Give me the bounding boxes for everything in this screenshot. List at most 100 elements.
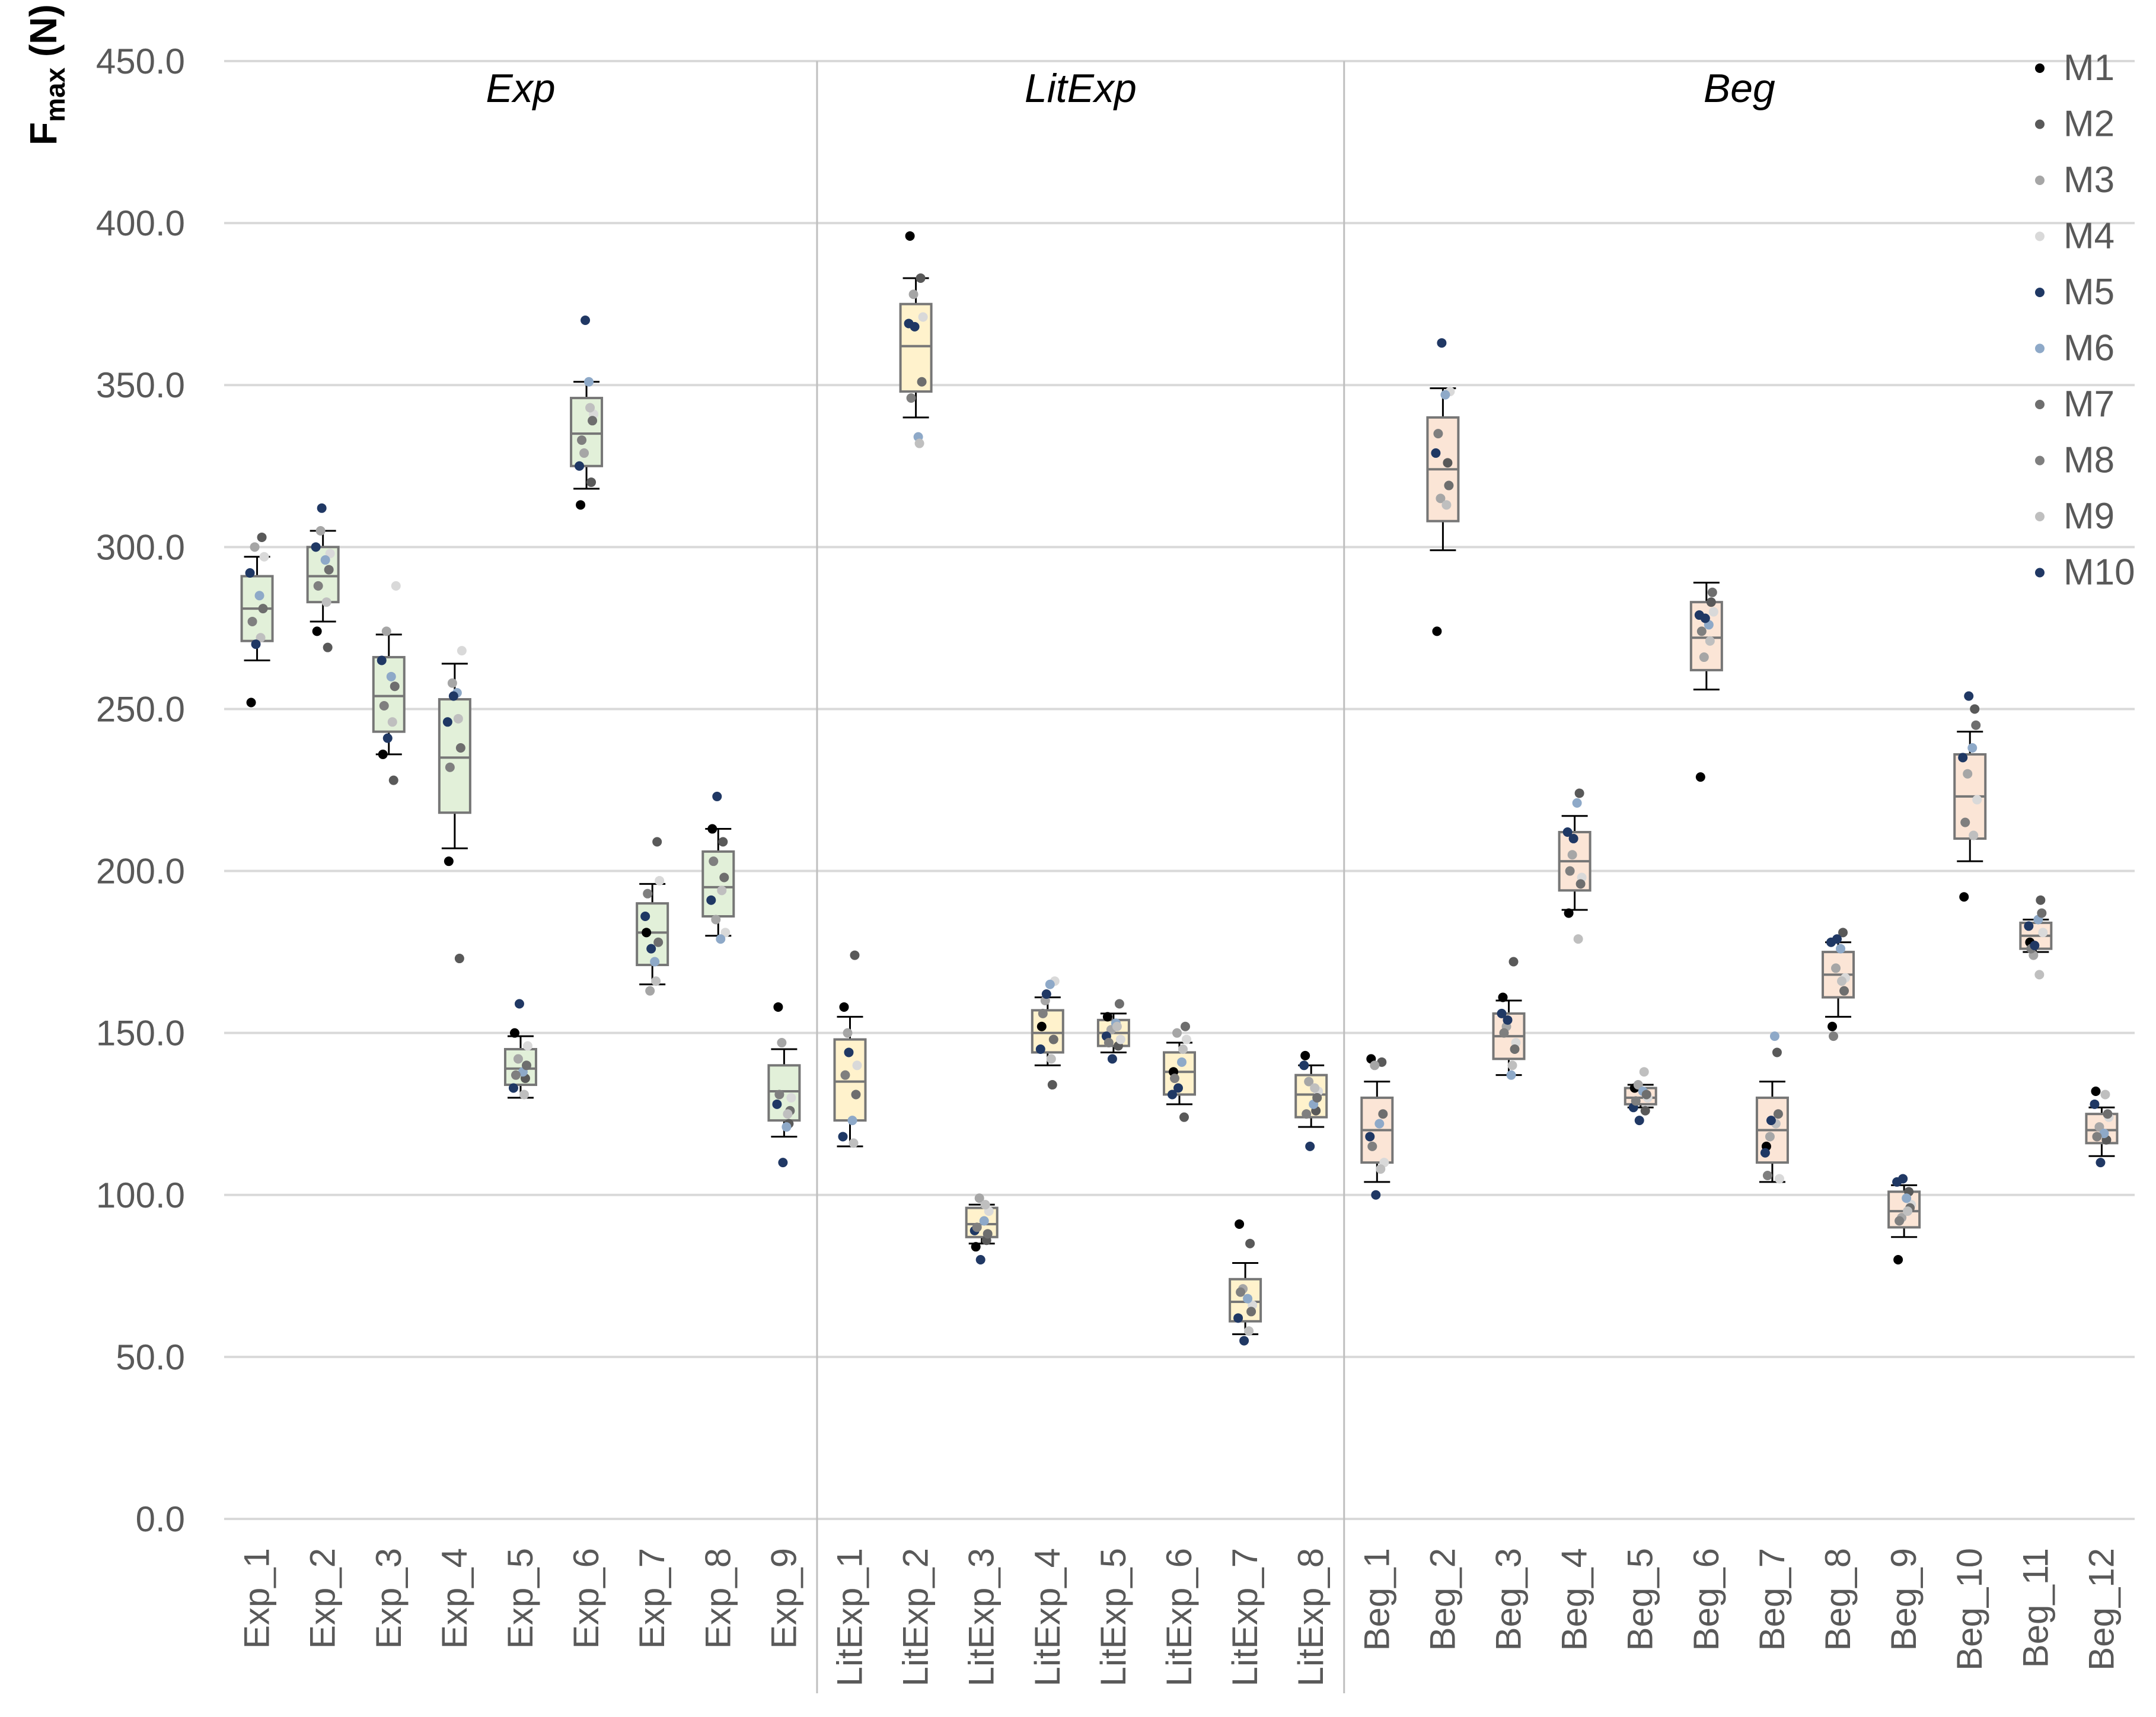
point-exp-1-m7	[258, 604, 268, 614]
box-beg-4	[1558, 788, 1592, 944]
point-exp-3-m4	[391, 581, 401, 591]
point-beg-2-m10	[1437, 338, 1447, 348]
y-tick-label-0: 0.0	[136, 1499, 185, 1539]
category-label-beg-1: Beg_1	[1357, 1548, 1396, 1651]
point-litexp-2-m7	[917, 377, 927, 387]
legend-item-m10: M10	[2035, 552, 2135, 593]
point-beg-6-m9	[1705, 636, 1715, 646]
point-exp-2-m6	[320, 555, 330, 565]
box-beg-11	[2019, 895, 2053, 980]
category-label-exp-1: Exp_1	[237, 1548, 277, 1649]
point-exp-7-m9	[651, 976, 661, 986]
y-tick-label-9: 450.0	[96, 42, 185, 81]
point-litexp-7-m6	[1243, 1294, 1253, 1304]
point-beg-5-m8	[1631, 1096, 1641, 1106]
point-beg-7-m8	[1762, 1171, 1772, 1181]
point-beg-6-m8	[1696, 626, 1707, 636]
point-litexp-8-m9	[1310, 1083, 1320, 1093]
point-litexp-3-m7	[983, 1229, 993, 1239]
category-label-beg-6: Beg_6	[1686, 1548, 1726, 1651]
point-exp-8-m1	[707, 824, 717, 834]
point-beg-7-m3	[1765, 1132, 1775, 1142]
point-beg-9-m9	[1903, 1206, 1913, 1216]
category-label-beg-4: Beg_4	[1555, 1548, 1594, 1651]
point-exp-2-m1	[312, 626, 322, 636]
point-beg-8-m9	[1837, 976, 1847, 986]
box-litexp-3	[965, 1193, 999, 1265]
legend-label-m1: M1	[2063, 47, 2114, 88]
legend-marker-m8	[2035, 455, 2045, 466]
point-exp-8-m6	[716, 934, 726, 944]
point-litexp-1-m5	[838, 1132, 848, 1142]
point-beg-1-m6	[1374, 1119, 1385, 1129]
point-exp-3-m3	[381, 626, 391, 636]
point-beg-8-m2	[1838, 928, 1848, 938]
point-litexp-8-m8	[1302, 1109, 1312, 1119]
point-beg-2-m1	[1432, 626, 1442, 636]
point-litexp-3-m3	[974, 1193, 984, 1203]
y-axis-label-main: F	[22, 122, 65, 145]
point-beg-8-m6	[1836, 944, 1846, 954]
point-beg-12-m6	[2099, 1128, 2109, 1138]
point-litexp-1-m1	[839, 1002, 849, 1012]
point-beg-11-m2	[2036, 895, 2046, 905]
box-beg-7	[1755, 1031, 1789, 1184]
point-beg-4-m1	[1564, 908, 1574, 918]
box-exp-4	[438, 646, 471, 964]
y-tick-label-2: 100.0	[96, 1176, 185, 1215]
point-exp-9-m8	[774, 1090, 784, 1100]
legend-label-m8: M8	[2063, 440, 2114, 481]
point-litexp-8-m10	[1305, 1141, 1315, 1151]
y-axis-ticks: 0.0 50.0 100.0 150.0 200.0 250.0 300.0 350.0 400…	[96, 42, 185, 1539]
point-litexp-6-m8	[1170, 1073, 1179, 1084]
point-beg-3-m8	[1499, 1028, 1509, 1038]
point-exp-8-m7	[719, 872, 729, 883]
point-litexp-4-m2	[1047, 1080, 1057, 1090]
point-litexp-8-m5	[1299, 1060, 1309, 1071]
point-beg-7-m6	[1769, 1031, 1779, 1041]
legend-label-m5: M5	[2063, 272, 2114, 313]
box-litexp-8	[1294, 1050, 1328, 1151]
legend-marker-m9	[2035, 512, 2045, 521]
group-label-beg: Beg	[1704, 66, 1775, 111]
box-litexp-7	[1229, 1219, 1262, 1346]
point-exp-4-m9	[453, 713, 463, 724]
point-exp-3-m7	[390, 681, 400, 692]
point-beg-4-m7	[1575, 879, 1586, 889]
point-exp-7-m10	[646, 944, 656, 954]
point-exp-5-m1	[509, 1028, 519, 1038]
point-litexp-1-m8	[840, 1070, 850, 1080]
point-beg-3-m6	[1506, 1070, 1516, 1080]
point-litexp-4-m7	[1048, 1034, 1058, 1044]
point-exp-6-m7	[588, 416, 598, 426]
box-litexp-2	[899, 231, 933, 448]
category-label-beg-8: Beg_8	[1818, 1548, 1858, 1651]
y-axis-label: Fmax (N)	[22, 4, 71, 145]
point-exp-1-m1	[246, 697, 256, 708]
point-beg-1-m7	[1378, 1109, 1388, 1119]
point-exp-7-m5	[640, 912, 650, 922]
point-litexp-5-m8	[1103, 1038, 1114, 1048]
y-tick-label-8: 400.0	[96, 203, 185, 243]
box-beg-5	[1624, 1067, 1657, 1126]
point-exp-1-m4	[259, 552, 269, 562]
category-label-beg-12: Beg_12	[2081, 1548, 2121, 1671]
point-beg-9-m1	[1893, 1255, 1903, 1265]
box-beg-9	[1887, 1174, 1921, 1265]
legend-label-m6: M6	[2063, 328, 2114, 369]
point-beg-12-m1	[2091, 1086, 2101, 1096]
point-litexp-4-m10	[1041, 989, 1051, 999]
box-exp-5	[503, 999, 537, 1100]
legend-label-m2: M2	[2063, 104, 2114, 145]
point-exp-2-m7	[324, 565, 334, 575]
point-beg-1-m5	[1365, 1132, 1375, 1142]
point-beg-8-m7	[1839, 986, 1849, 996]
point-beg-9-m10	[1898, 1174, 1908, 1184]
box-beg-2	[1426, 338, 1460, 636]
point-beg-7-m2	[1772, 1047, 1782, 1057]
point-exp-6-m6	[584, 377, 594, 387]
point-beg-4-m6	[1572, 798, 1582, 808]
point-litexp-5-m9	[1112, 1021, 1122, 1031]
point-beg-6-m10	[1700, 613, 1710, 623]
point-litexp-7-m5	[1233, 1313, 1243, 1323]
